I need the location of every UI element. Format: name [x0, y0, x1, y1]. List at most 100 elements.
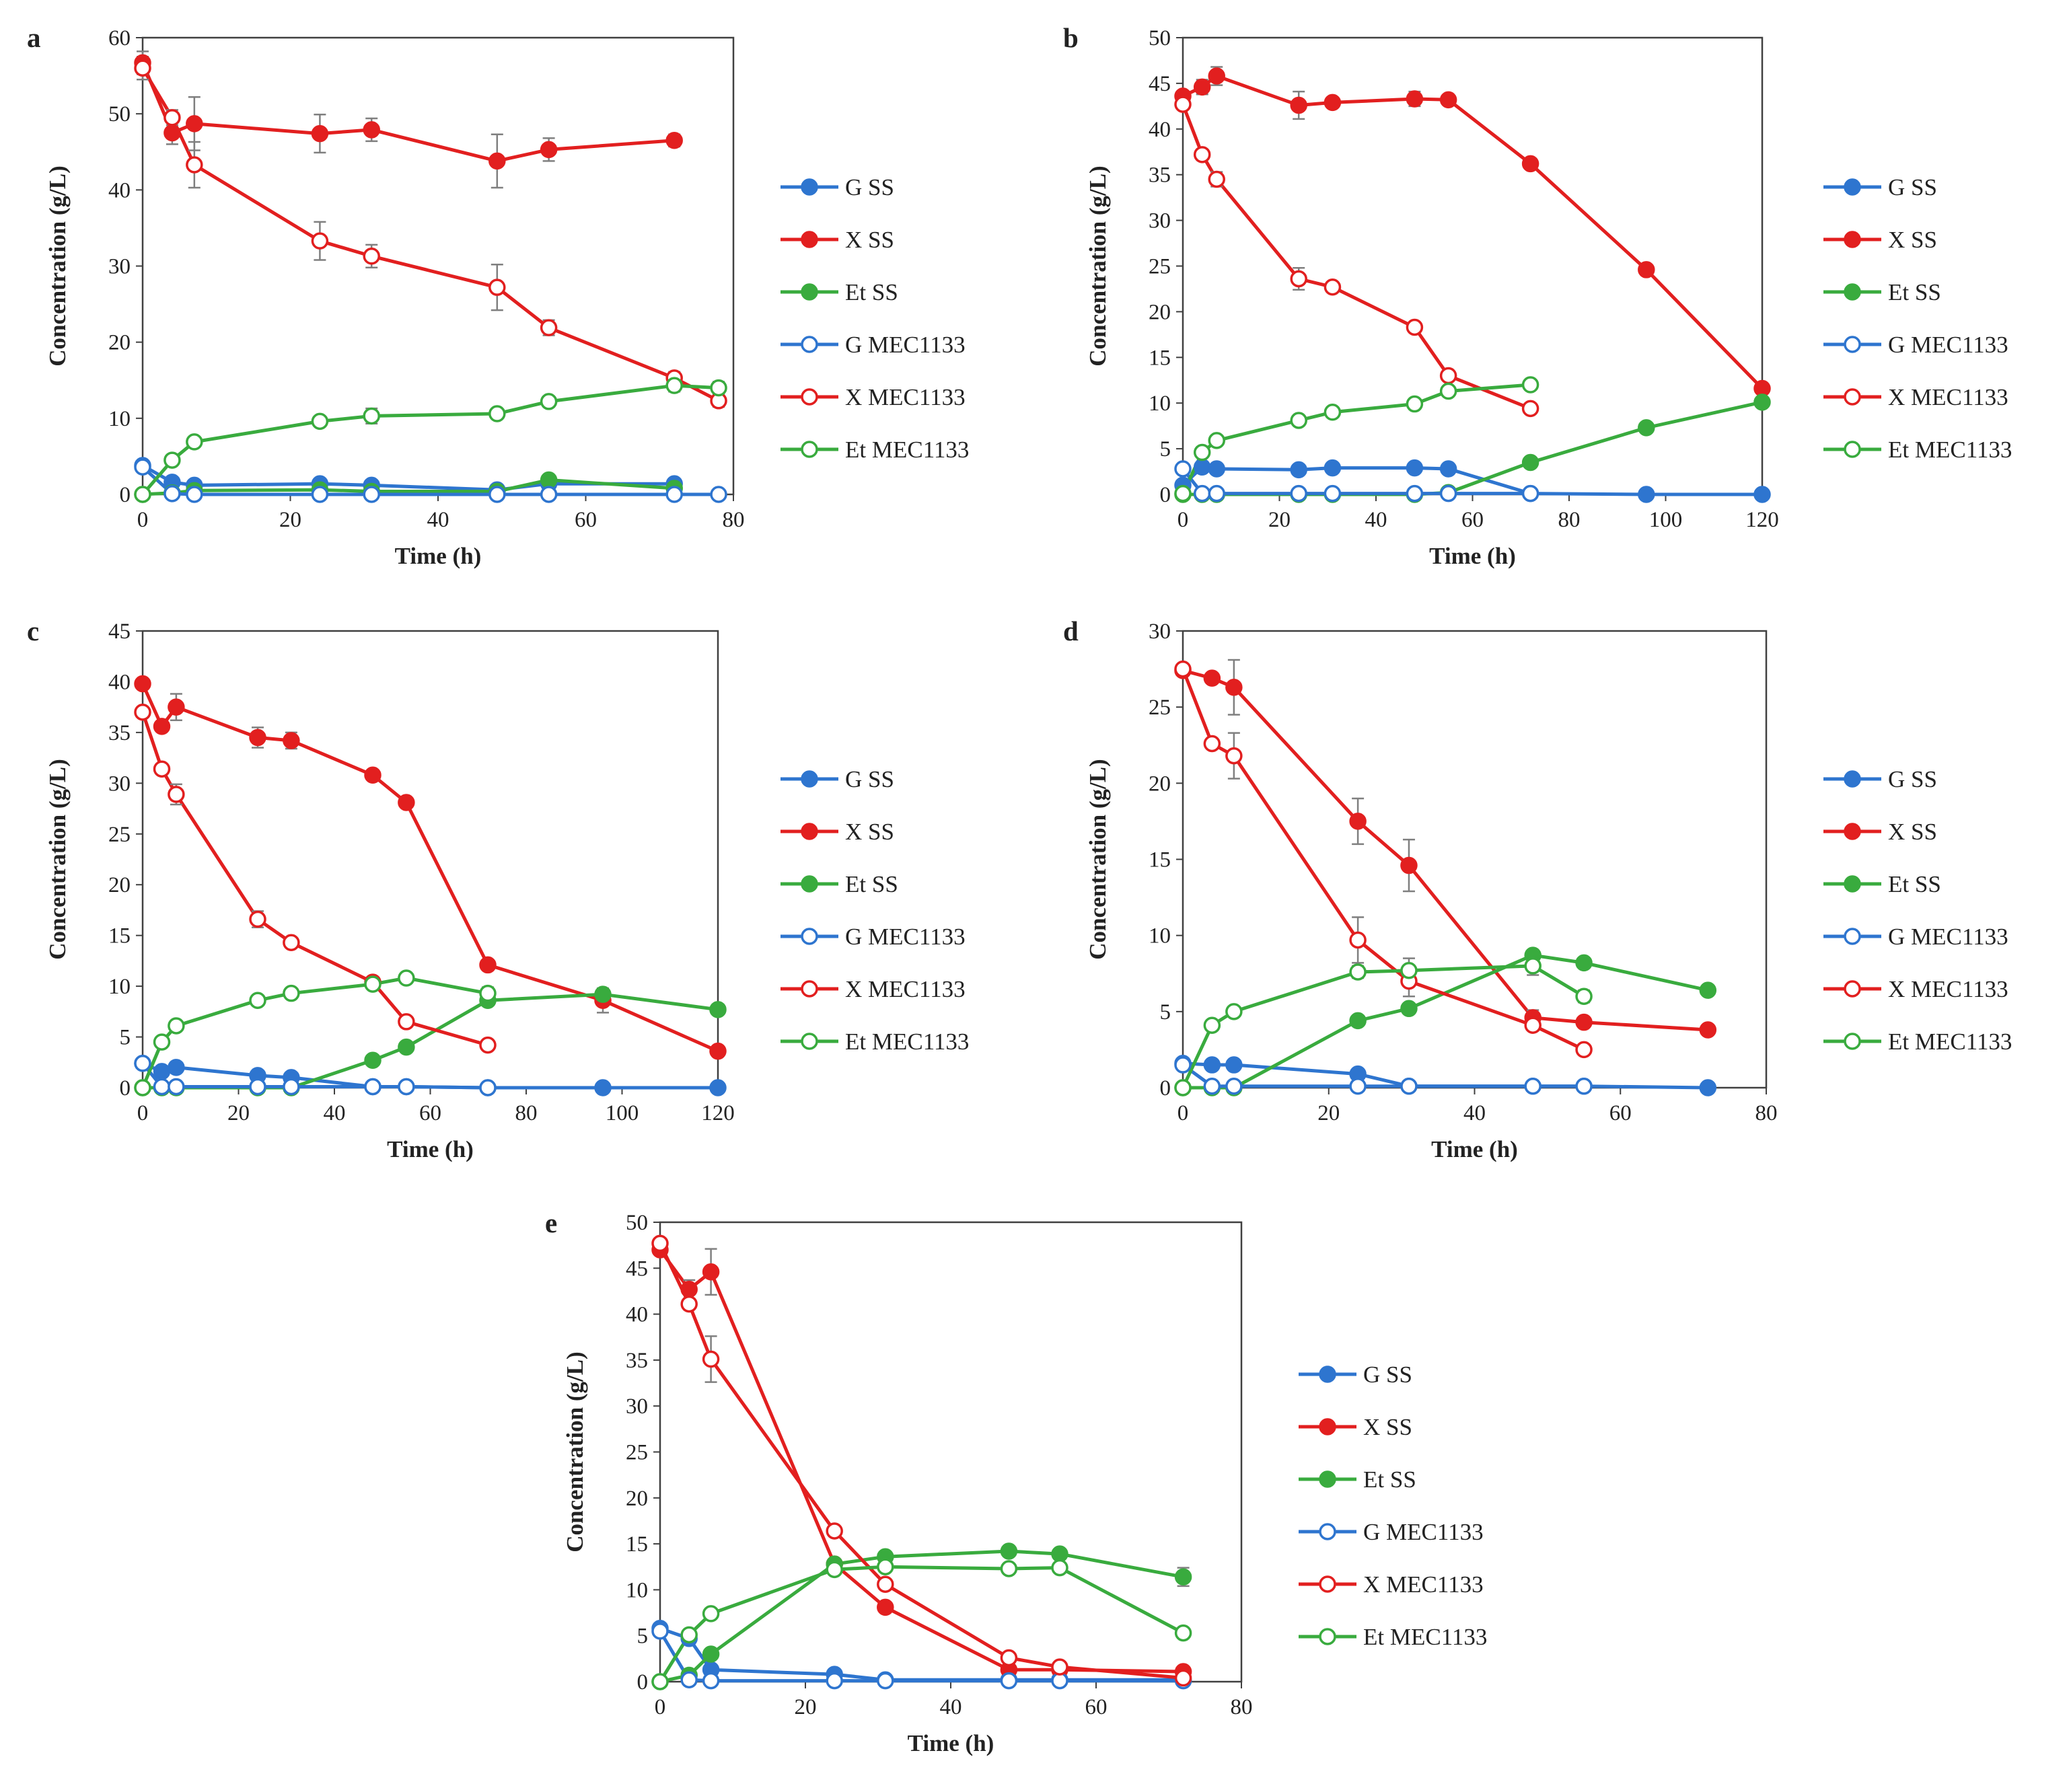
panel-letter: d [1063, 615, 1079, 646]
x-tick-label: 60 [419, 1101, 441, 1125]
data-point [1208, 460, 1225, 478]
legend-marker [801, 441, 818, 458]
series-line [659, 1549, 1184, 1684]
x-tick-label: 80 [515, 1101, 538, 1125]
y-axis-title: Concentration (g/L) [44, 759, 71, 959]
data-point [1323, 459, 1342, 477]
plot-frame [659, 1221, 1243, 1683]
data-point [1323, 278, 1342, 296]
data-point [1193, 78, 1211, 96]
x-tick-label: 60 [1085, 1695, 1108, 1719]
data-point [826, 1561, 843, 1579]
data-point [594, 985, 612, 1003]
x-tick-label: 100 [1649, 508, 1683, 532]
x-tick-label: 20 [1317, 1101, 1340, 1125]
data-point [826, 1672, 843, 1690]
legend-label: G MEC1133 [845, 924, 966, 950]
y-tick-label: 30 [108, 255, 131, 279]
data-point [1174, 660, 1192, 678]
legend: G SS X SS Et SS G MEC1133 X MEC1133 Et MEC113… [781, 766, 969, 1055]
data-point [311, 486, 329, 503]
data-point [168, 1017, 185, 1035]
data-point [364, 975, 382, 993]
data-point [164, 124, 181, 142]
data-point [665, 486, 683, 503]
data-point [1203, 1016, 1221, 1034]
data-point [702, 1605, 720, 1622]
legend-label: G SS [1888, 766, 1937, 792]
x-tick-label: 20 [795, 1695, 817, 1719]
data-point [1203, 1077, 1221, 1095]
data-point [398, 1013, 415, 1031]
series-line [141, 1062, 488, 1090]
legend: G SS X SS Et SS G MEC1133 X MEC1133 Et MEC113… [1299, 1361, 1487, 1650]
legend-label: Et MEC1133 [1888, 1029, 2012, 1055]
legend-label: Et MEC1133 [1363, 1624, 1487, 1650]
data-point [186, 156, 203, 174]
y-tick-label: 50 [626, 1211, 648, 1235]
data-point [1575, 1041, 1593, 1059]
legend-marker [1844, 875, 1861, 893]
legend-marker [1319, 1366, 1336, 1383]
data-point [1439, 367, 1457, 385]
legend-marker [801, 336, 818, 353]
data-point [283, 1078, 300, 1096]
data-point [168, 698, 185, 716]
x-tick-label: 0 [137, 508, 149, 532]
data-point [1174, 1056, 1192, 1074]
panel-letter: b [1063, 22, 1079, 53]
y-tick-label: 45 [626, 1257, 648, 1281]
data-point [153, 1078, 171, 1096]
y-tick-label: 30 [1149, 620, 1171, 644]
data-point [479, 1036, 497, 1054]
y-tick-label: 50 [1149, 26, 1171, 50]
y-tick-label: 10 [1149, 924, 1171, 948]
data-point [1439, 484, 1457, 502]
legend-marker [1319, 1418, 1336, 1435]
legend-marker [801, 283, 818, 301]
legend-label: G SS [845, 766, 894, 792]
legend-label: Et MEC1133 [845, 437, 969, 463]
x-tick-label: 80 [1558, 508, 1581, 532]
data-point [363, 121, 380, 139]
y-tick-label: 15 [1149, 346, 1171, 370]
legend-label: X SS [845, 227, 894, 253]
y-tick-label: 40 [1149, 118, 1171, 142]
data-point [1051, 1545, 1068, 1563]
y-tick-label: 15 [626, 1532, 648, 1557]
data-point [311, 124, 329, 143]
x-tick-label: 0 [1177, 1101, 1189, 1125]
data-point [134, 1079, 151, 1096]
data-point [1638, 419, 1655, 437]
y-tick-label: 35 [1149, 163, 1171, 188]
series-line [141, 711, 488, 1047]
legend-marker [1844, 928, 1861, 945]
x-tick-label: 40 [1463, 1101, 1486, 1125]
chart-panel-c: c 0 5 10 15 20 25 30 35 40 45 0 20 40 60 80 100 120 Time (… [27, 615, 969, 1162]
y-axis-title: Concentration (g/L) [1085, 759, 1111, 959]
y-tick-label: 10 [1149, 391, 1171, 416]
data-point [1638, 486, 1655, 503]
data-point [1524, 1016, 1542, 1034]
data-point [488, 278, 506, 296]
x-tick-label: 20 [227, 1101, 250, 1125]
data-point [1699, 981, 1717, 999]
data-point [826, 1522, 843, 1540]
data-point [680, 1280, 698, 1298]
data-point [1575, 954, 1593, 972]
data-point [1575, 987, 1593, 1005]
legend-marker [801, 1033, 818, 1050]
y-tick-label: 20 [626, 1487, 648, 1511]
data-point [1406, 395, 1424, 413]
data-point [1174, 484, 1192, 502]
data-point [710, 486, 727, 503]
legend-marker [1844, 231, 1861, 248]
y-tick-label: 45 [1149, 72, 1171, 96]
data-point [1400, 1000, 1418, 1018]
data-point [877, 1558, 894, 1575]
legend-marker [801, 875, 818, 893]
data-point [186, 115, 203, 133]
data-point [153, 760, 171, 778]
data-point [249, 1078, 266, 1096]
data-point [709, 1042, 727, 1060]
